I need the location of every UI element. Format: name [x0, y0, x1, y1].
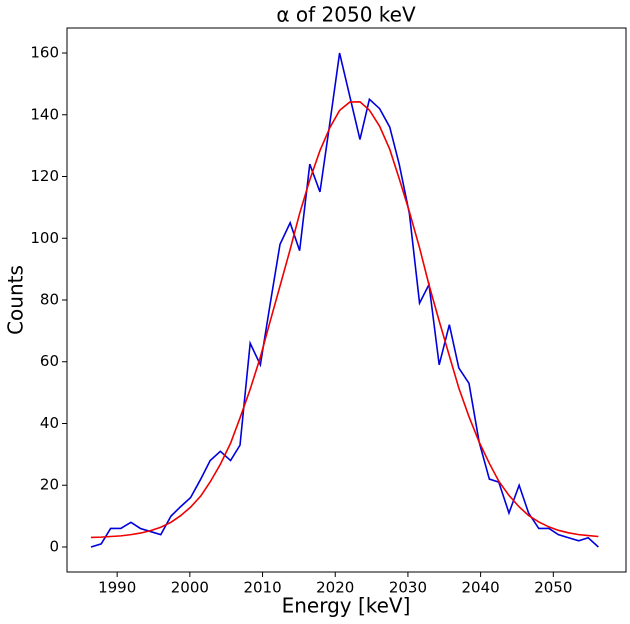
x-tick-label: 2040: [462, 579, 500, 597]
x-tick-label: 1990: [98, 579, 136, 597]
x-tick-label: 2010: [243, 579, 281, 597]
x-tick-label: 2020: [316, 579, 354, 597]
y-axis-label: Counts: [4, 265, 28, 335]
chart-title: α of 2050 keV: [276, 3, 416, 27]
data-line: [90, 100, 599, 539]
y-tick-label: 160: [30, 44, 59, 62]
x-axis-label: Energy [keV]: [282, 594, 411, 618]
y-tick-label: 80: [40, 291, 59, 309]
x-tick-label: 2050: [534, 579, 572, 597]
y-tick-label: 120: [30, 167, 59, 185]
data-line: [90, 52, 599, 548]
y-tick-label: 20: [40, 476, 59, 494]
y-tick-label: 140: [30, 105, 59, 123]
plot-frame: [66, 27, 627, 573]
y-tick-label: 100: [30, 229, 59, 247]
y-tick-label: 0: [49, 537, 59, 555]
x-tick-label: 2030: [389, 579, 427, 597]
x-tick-label: 2000: [171, 579, 209, 597]
y-tick-label: 40: [40, 414, 59, 432]
y-tick-label: 60: [40, 352, 59, 370]
